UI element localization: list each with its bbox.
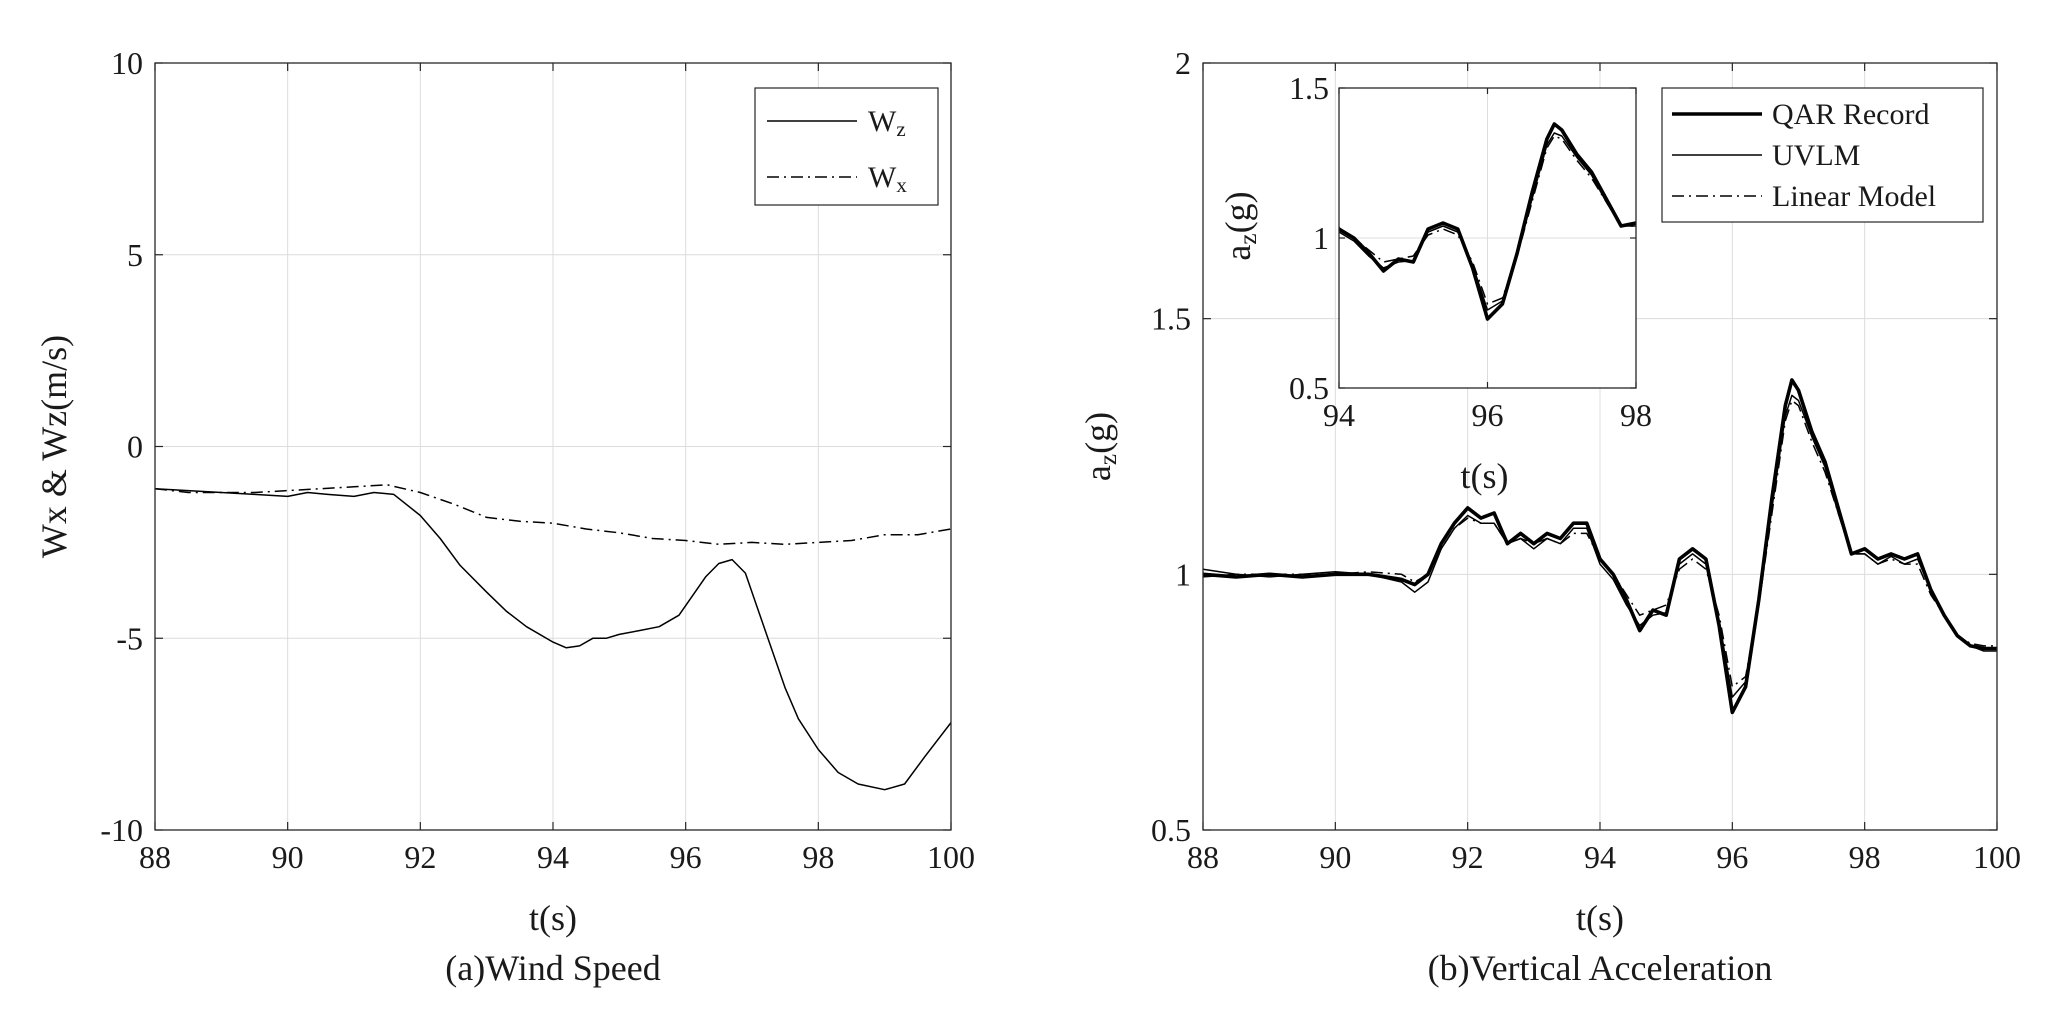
y-tick-label: 0 <box>127 429 143 465</box>
legend-label: Linear Model <box>1772 180 1936 213</box>
x-tick-label: 100 <box>927 839 975 875</box>
legend-label: UVLM <box>1772 139 1860 172</box>
legend: QAR Record UVLM Linear Model <box>1661 87 1984 223</box>
chart-a: 88 90 92 94 96 98 100 -10 -5 0 5 10 t(s) Wx & Wz(m/s)… <box>34 45 975 988</box>
x-tick-label: 98 <box>1849 839 1881 875</box>
chart-b: 88 90 92 94 96 98 100 0.5 1 1.5 2 t(s) az(g) (b)Verti… <box>1078 45 2021 988</box>
x-axis-label: t(s) <box>1576 898 1624 938</box>
y-tick-label: 1.5 <box>1151 301 1191 337</box>
legend-label: Wx <box>868 161 907 197</box>
y-tick-label: 2 <box>1175 45 1191 81</box>
x-tick-label: 98 <box>802 839 834 875</box>
axes-frame <box>1338 87 1637 389</box>
inset-y-axis-label: az(g) <box>1218 191 1262 260</box>
y-tick-label: 1.5 <box>1289 70 1329 106</box>
x-tick-label: 94 <box>537 839 569 875</box>
series-line-uvlm <box>1339 132 1636 311</box>
y-tick-label: 5 <box>127 237 143 273</box>
x-tick-label: 88 <box>1187 839 1219 875</box>
x-tick-label: 88 <box>139 839 171 875</box>
x-tick-label: 90 <box>272 839 304 875</box>
legend-label: Wz <box>868 105 906 141</box>
chart-caption: (a)Wind Speed <box>445 948 660 988</box>
y-tick-label: -10 <box>100 812 143 848</box>
x-tick-label: 96 <box>1716 839 1748 875</box>
series-line-uvlm <box>1203 394 1997 698</box>
x-tick-label: 96 <box>1472 397 1504 433</box>
y-axis-label: Wx & Wz(m/s) <box>34 335 74 558</box>
x-tick-label: 96 <box>670 839 702 875</box>
x-tick-label: 92 <box>404 839 436 875</box>
y-tick-label: 0.5 <box>1151 812 1191 848</box>
y-tick-label: 1 <box>1175 556 1191 592</box>
chart-caption: (b)Vertical Acceleration <box>1428 948 1773 988</box>
y-tick-label: 10 <box>111 45 143 81</box>
x-tick-label: 92 <box>1452 839 1484 875</box>
axes-frame <box>154 62 952 831</box>
x-axis-label: t(s) <box>529 898 577 938</box>
series-line-qar-record <box>1203 378 1997 715</box>
x-tick-label: 100 <box>1973 839 2021 875</box>
legend-label: QAR Record <box>1772 98 1929 131</box>
series-line-linear-model <box>1339 135 1636 305</box>
series-line-qar-record <box>1339 122 1636 321</box>
x-tick-label: 90 <box>1319 839 1351 875</box>
y-tick-label: -5 <box>116 620 143 656</box>
inset-x-axis-label: t(s) <box>1461 456 1509 496</box>
series-line-w-z <box>155 487 951 791</box>
x-tick-label: 94 <box>1584 839 1616 875</box>
y-tick-label: 1 <box>1313 220 1329 256</box>
inset-chart: 94 96 98 0.5 1 1.5 t(s) az(g) <box>1218 70 1652 496</box>
series-line-linear-model <box>1203 399 1997 688</box>
x-tick-label: 98 <box>1620 397 1652 433</box>
legend-box <box>754 87 939 206</box>
axes-frame <box>1202 62 1998 831</box>
y-tick-label: 0.5 <box>1289 370 1329 406</box>
y-axis-label: az(g) <box>1078 412 1122 481</box>
x-tick-label: 94 <box>1323 397 1355 433</box>
legend: Wz Wx <box>754 87 939 206</box>
